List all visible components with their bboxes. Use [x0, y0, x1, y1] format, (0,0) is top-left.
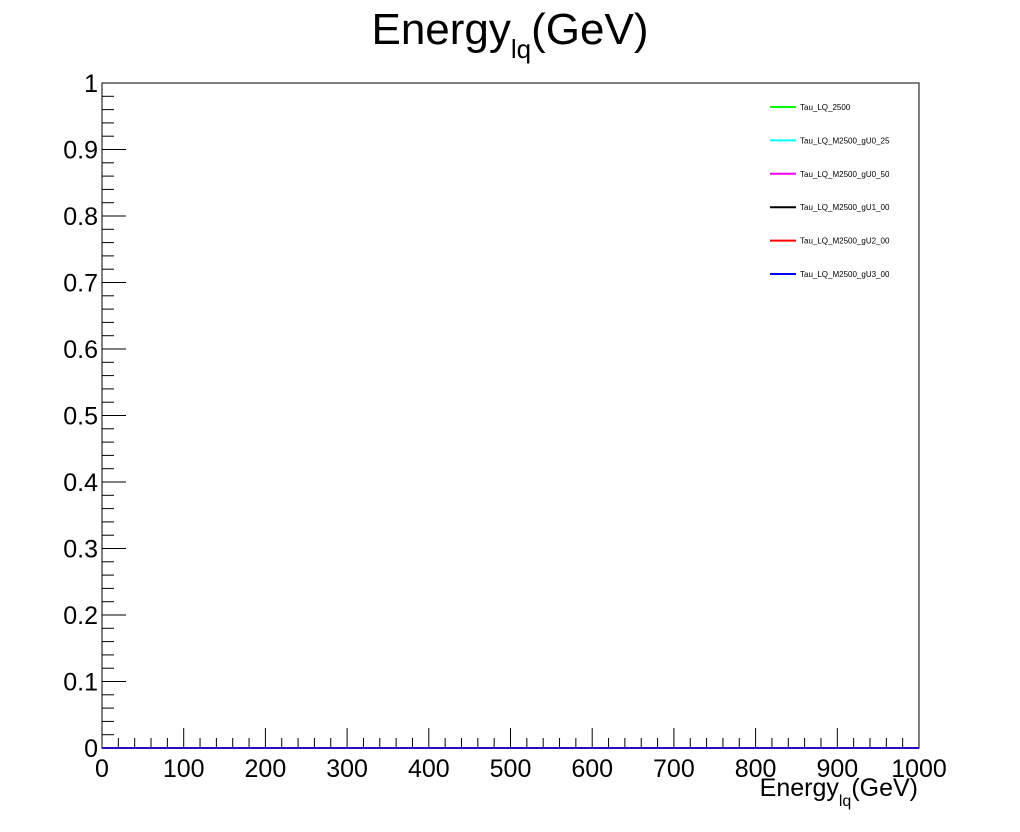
legend: Tau_LQ_2500 Tau_LQ_M2500_gU0_25 Tau_LQ_M25… — [770, 103, 890, 279]
plot-frame — [101, 82, 920, 749]
x-tick-label: 400 — [408, 755, 450, 783]
y-tick-label: 0.2 — [63, 602, 98, 630]
x-tick-label: 700 — [653, 755, 695, 783]
y-tick-label: 0.1 — [63, 669, 98, 697]
chart-title: Energylq(GeV) — [371, 5, 648, 64]
x-tick-label: 0 — [95, 755, 109, 783]
y-tick-label: 0.4 — [63, 469, 98, 497]
x-axis-title: Energylq(GeV) — [760, 774, 918, 810]
y-tick-label: 0.7 — [63, 270, 98, 298]
legend-label: Tau_LQ_M2500_gU0_25 — [800, 136, 890, 145]
x-tick-label: 1000 — [891, 755, 947, 783]
legend-label: Tau_LQ_M2500_gU0_50 — [800, 170, 890, 179]
x-tick-label: 800 — [735, 755, 777, 783]
y-tick-label: 1 — [84, 70, 98, 98]
y-tick-label: 0.8 — [63, 203, 98, 231]
chart-title-subscript: lq — [511, 34, 531, 64]
x-tick-label: 500 — [490, 755, 532, 783]
legend-label: Tau_LQ_M2500_gU2_00 — [800, 237, 890, 246]
chart-title-suffix: (GeV) — [531, 5, 648, 54]
x-tick-label: 600 — [571, 755, 613, 783]
x-axis-title-subscript: lq — [839, 793, 851, 810]
y-tick-label: 0.9 — [63, 137, 98, 165]
legend-label: Tau_LQ_2500 — [800, 103, 851, 112]
x-axis-title-suffix: (GeV) — [851, 774, 918, 802]
x-axis-title-main: Energy — [760, 774, 840, 802]
legend-label: Tau_LQ_M2500_gU3_00 — [800, 270, 890, 279]
legend-label: Tau_LQ_M2500_gU1_00 — [800, 203, 890, 212]
y-tick-label: 0.6 — [63, 336, 98, 364]
axes: 0 100 200 300 400 500 600 700 800 900 1000 0 0.1 0.2 0… — [63, 70, 947, 783]
y-tick-label: 0.5 — [63, 403, 98, 431]
x-tick-label: 900 — [816, 755, 858, 783]
x-tick-label: 100 — [163, 755, 205, 783]
y-tick-label: 0.3 — [63, 536, 98, 564]
y-tick-label: 0 — [84, 735, 98, 763]
x-tick-label: 300 — [326, 755, 368, 783]
chart-title-main: Energy — [371, 5, 510, 54]
x-tick-label: 200 — [245, 755, 287, 783]
